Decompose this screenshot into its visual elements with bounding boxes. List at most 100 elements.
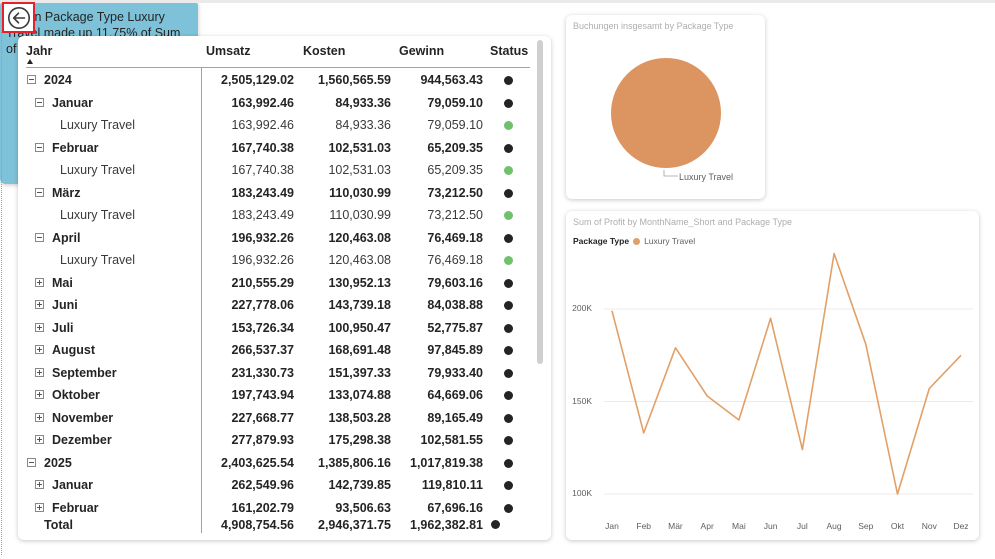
collapse-icon[interactable]: [27, 75, 36, 84]
cell-umsatz: 163,992.46: [231, 95, 294, 110]
y-tick-label: 100K: [572, 488, 592, 498]
x-tick-label: Jan: [605, 521, 619, 531]
x-tick-label: Okt: [890, 521, 905, 531]
header-kosten[interactable]: Kosten: [303, 44, 346, 58]
matrix-row-month[interactable]: Juni 227,778.06 143,739.18 84,038.88: [18, 294, 551, 317]
expand-icon[interactable]: [35, 480, 44, 489]
cell-kosten: 138,503.28: [328, 410, 391, 425]
matrix-row-month[interactable]: September 231,330.73 151,397.33 79,933.40: [18, 362, 551, 385]
pie-chart-title: Buchungen insgesamt by Package Type: [573, 21, 734, 31]
matrix-row-month[interactable]: Oktober 197,743.94 133,074.88 64,669.06: [18, 384, 551, 407]
expand-icon[interactable]: [35, 367, 44, 377]
legend-item-luxury-travel[interactable]: Luxury Travel: [644, 236, 696, 246]
data-point[interactable]: [672, 345, 678, 351]
data-point[interactable]: [863, 341, 869, 347]
expand-icon[interactable]: [35, 412, 44, 422]
collapse-icon[interactable]: [35, 142, 44, 152]
expand-icon[interactable]: [35, 502, 44, 512]
cell-kosten: 133,074.88: [328, 388, 391, 402]
x-tick-label: Feb: [636, 521, 652, 531]
total-gewinn: 1,962,382.81: [410, 518, 483, 532]
arrow-left-circle-icon: [7, 6, 31, 30]
expand-icon[interactable]: [35, 277, 44, 287]
cell-kosten: 110,030.99: [329, 185, 391, 200]
x-tick-label: Apr: [700, 521, 714, 531]
pie-slice-luxury-travel[interactable]: [611, 58, 721, 168]
matrix-row-month[interactable]: Mai 210,555.29 130,952.13 79,603.16: [18, 272, 551, 295]
matrix-row-month[interactable]: Januar 163,992.46 84,933.36 79,059.10: [18, 92, 551, 115]
row-label: Juli: [52, 320, 74, 335]
matrix-row-month[interactable]: Dezember 277,879.93 175,298.38 102,581.55: [18, 429, 551, 452]
cell-umsatz: 153,726.34: [231, 320, 294, 335]
matrix-row-package[interactable]: Luxury Travel 167,740.38 102,531.03 65,209.…: [18, 159, 551, 182]
matrix-row-month[interactable]: November 227,668.77 138,503.28 89,165.49: [18, 407, 551, 430]
matrix-row-package[interactable]: Luxury Travel 183,243.49 110,030.99 73,212.…: [18, 204, 551, 227]
matrix-row-year[interactable]: 2025 2,403,625.54 1,385,806.16 1,017,819.38: [18, 452, 551, 475]
cell-gewinn: 97,845.89: [427, 343, 483, 357]
cell-umsatz: 196,932.26: [231, 230, 294, 245]
status-dot: [504, 458, 513, 468]
expand-icon[interactable]: [35, 435, 44, 444]
series-line-luxury-travel[interactable]: [611, 252, 962, 495]
row-label: Luxury Travel: [60, 253, 136, 267]
matrix-row-month[interactable]: August 266,537.37 168,691.48 97,845.89: [18, 339, 551, 362]
x-tick-label: Jul: [796, 521, 808, 531]
pie-chart-visual[interactable]: Buchungen insgesamt by Package Type Luxu…: [566, 15, 765, 199]
data-point[interactable]: [641, 430, 647, 436]
line-chart-visual[interactable]: Sum of Profit by MonthName_Short and Pac…: [566, 211, 979, 540]
header-status[interactable]: Status: [490, 44, 529, 58]
matrix-row-month[interactable]: Januar 262,549.96 142,739.85 119,810.11: [18, 474, 551, 497]
x-tick-label: Dez: [953, 521, 969, 531]
status-dot: [504, 166, 513, 175]
cell-umsatz: 262,549.96: [231, 478, 294, 492]
data-point[interactable]: [768, 315, 774, 321]
row-label: November: [52, 410, 114, 425]
collapse-icon[interactable]: [27, 457, 36, 467]
total-row: Total 4,908,754.56 2,946,371.75 1,962,38…: [18, 516, 551, 536]
sort-ascending-icon: [27, 59, 33, 64]
expand-icon[interactable]: [35, 390, 44, 399]
data-point[interactable]: [958, 352, 964, 358]
collapse-icon[interactable]: [35, 187, 44, 197]
y-tick-label: 200K: [572, 303, 592, 313]
collapse-icon[interactable]: [35, 232, 44, 242]
expand-icon[interactable]: [35, 345, 44, 354]
status-dot: [504, 346, 513, 355]
x-tick-label: Mai: [732, 521, 746, 531]
matrix-visual[interactable]: Jahr Umsatz Kosten Gewinn Status 2024 2,5…: [18, 36, 551, 540]
status-dot: [504, 413, 513, 423]
expand-icon[interactable]: [35, 322, 44, 332]
header-jahr[interactable]: Jahr: [26, 44, 53, 58]
header-umsatz[interactable]: Umsatz: [206, 44, 251, 58]
row-label: September: [52, 365, 117, 380]
matrix-row-package[interactable]: Luxury Travel 196,932.26 120,463.08 76,469.…: [18, 249, 551, 272]
data-point[interactable]: [831, 251, 837, 257]
data-point[interactable]: [895, 491, 901, 497]
expand-icon[interactable]: [35, 300, 44, 309]
data-point[interactable]: [704, 393, 710, 399]
matrix-row-month[interactable]: März 183,243.49 110,030.99 73,212.50: [18, 182, 551, 205]
row-label: April: [52, 230, 81, 245]
matrix-row-year[interactable]: 2024 2,505,129.02 1,560,565.59 944,563.43: [18, 69, 551, 92]
header-gewinn[interactable]: Gewinn: [399, 44, 445, 58]
x-tick-label: Mär: [668, 521, 683, 531]
matrix-row-month[interactable]: Juli 153,726.34 100,950.47 52,775.87: [18, 317, 551, 340]
matrix-scrollbar[interactable]: [537, 40, 543, 364]
cell-umsatz: 231,330.73: [231, 365, 294, 380]
total-label: Total: [44, 518, 73, 532]
matrix-row-month[interactable]: Februar 161,202.79 93,506.63 67,696.16: [18, 497, 551, 520]
data-point[interactable]: [799, 447, 805, 453]
matrix-row-month[interactable]: April 196,932.26 120,463.08 76,469.18: [18, 227, 551, 250]
data-point[interactable]: [926, 386, 932, 392]
matrix-row-package[interactable]: Luxury Travel 163,992.46 84,933.36 79,059.1…: [18, 114, 551, 137]
back-button[interactable]: [2, 2, 35, 33]
cell-kosten: 93,506.63: [335, 500, 391, 515]
data-point[interactable]: [736, 417, 742, 423]
matrix-row-month[interactable]: Februar 167,740.38 102,531.03 65,209.35: [18, 137, 551, 160]
data-point[interactable]: [609, 308, 615, 314]
status-dot: [504, 121, 513, 130]
status-dot: [491, 520, 500, 529]
status-dot: [504, 256, 513, 265]
collapse-icon[interactable]: [35, 97, 44, 107]
cell-kosten: 84,933.36: [335, 95, 391, 110]
